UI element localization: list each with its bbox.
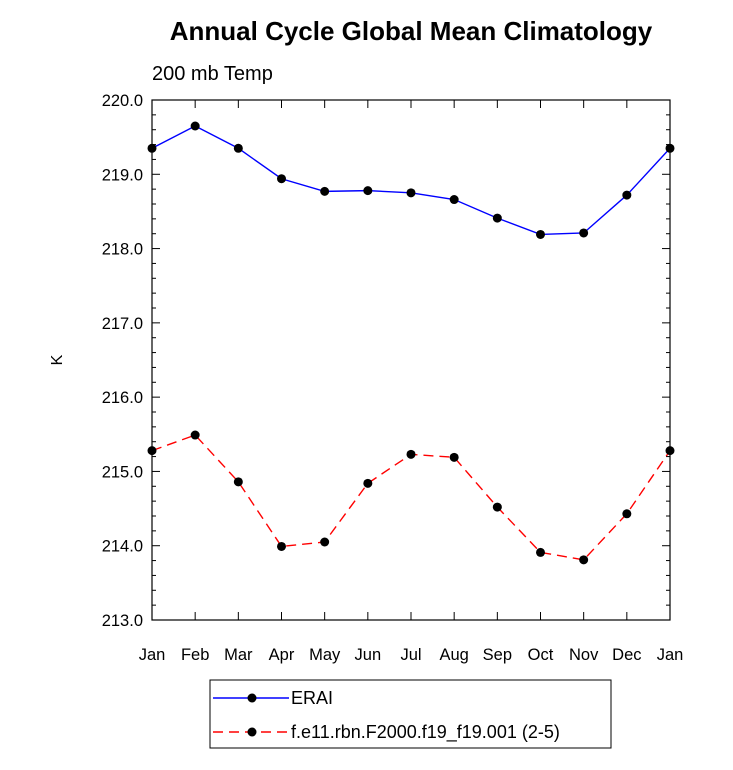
x-tick-label: Sep <box>483 646 512 664</box>
data-point <box>190 121 200 131</box>
y-tick-label: 218.0 <box>102 241 143 259</box>
legend-marker <box>247 727 257 737</box>
chart-subtitle: 200 mb Temp <box>152 63 273 85</box>
x-tick-label: Jan <box>657 646 684 664</box>
data-point <box>622 190 632 200</box>
legend-label: ERAI <box>291 688 333 708</box>
x-tick-label: Jul <box>400 646 421 664</box>
data-point <box>277 174 286 184</box>
legend-box <box>209 679 612 749</box>
data-point <box>579 555 589 565</box>
y-axis-label: K <box>49 354 66 365</box>
x-tick-label: Jan <box>139 646 166 664</box>
x-tick-label: Nov <box>569 646 599 664</box>
y-tick-label: 213.0 <box>102 612 143 630</box>
data-point <box>277 541 286 551</box>
data-point <box>622 509 632 519</box>
y-tick-label: 216.0 <box>102 389 143 407</box>
x-tick-label: Jun <box>355 646 382 664</box>
y-tick-label: 220.0 <box>102 92 143 110</box>
data-point <box>320 537 330 547</box>
y-tick-label: 215.0 <box>102 463 143 481</box>
x-tick-label: Dec <box>612 646 641 664</box>
x-tick-label: Oct <box>528 646 554 664</box>
series-2 <box>147 430 675 565</box>
data-point <box>449 452 459 462</box>
data-point <box>363 186 373 196</box>
data-point <box>363 478 373 488</box>
data-point <box>492 502 502 512</box>
legend-entry: ERAI <box>213 688 333 708</box>
legend-entry: f.e11.rbn.F2000.f19_f19.001 (2-5) <box>213 722 560 743</box>
legend-marker <box>247 693 257 703</box>
y-tick-label: 217.0 <box>102 315 143 333</box>
data-point <box>536 229 545 239</box>
data-point <box>233 477 243 487</box>
plot-frame <box>151 99 671 621</box>
data-point <box>406 449 416 459</box>
data-point <box>320 186 330 196</box>
x-tick-label: Apr <box>269 646 295 664</box>
data-point <box>492 213 502 223</box>
y-tick-label: 219.0 <box>102 166 143 184</box>
x-tick-label: Mar <box>224 646 253 664</box>
data-point <box>190 430 200 440</box>
legend: ERAI f.e11.rbn.F2000.f19_f19.001 (2-5) <box>209 679 612 749</box>
data-point <box>406 188 416 198</box>
chart-title: Annual Cycle Global Mean Climatology <box>170 16 653 46</box>
data-point <box>449 195 459 205</box>
x-tick-label: Feb <box>181 646 209 664</box>
data-point <box>536 547 545 557</box>
y-tick-label: 214.0 <box>102 538 143 556</box>
data-point <box>579 228 589 238</box>
x-tick-label: May <box>309 646 341 664</box>
series-1 <box>147 121 675 239</box>
data-point <box>233 143 243 153</box>
x-tick-label: Aug <box>439 646 468 664</box>
legend-label: f.e11.rbn.F2000.f19_f19.001 (2-5) <box>291 722 560 743</box>
series-line <box>151 125 671 236</box>
